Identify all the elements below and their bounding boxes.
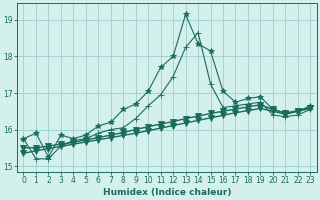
X-axis label: Humidex (Indice chaleur): Humidex (Indice chaleur) <box>103 188 231 197</box>
